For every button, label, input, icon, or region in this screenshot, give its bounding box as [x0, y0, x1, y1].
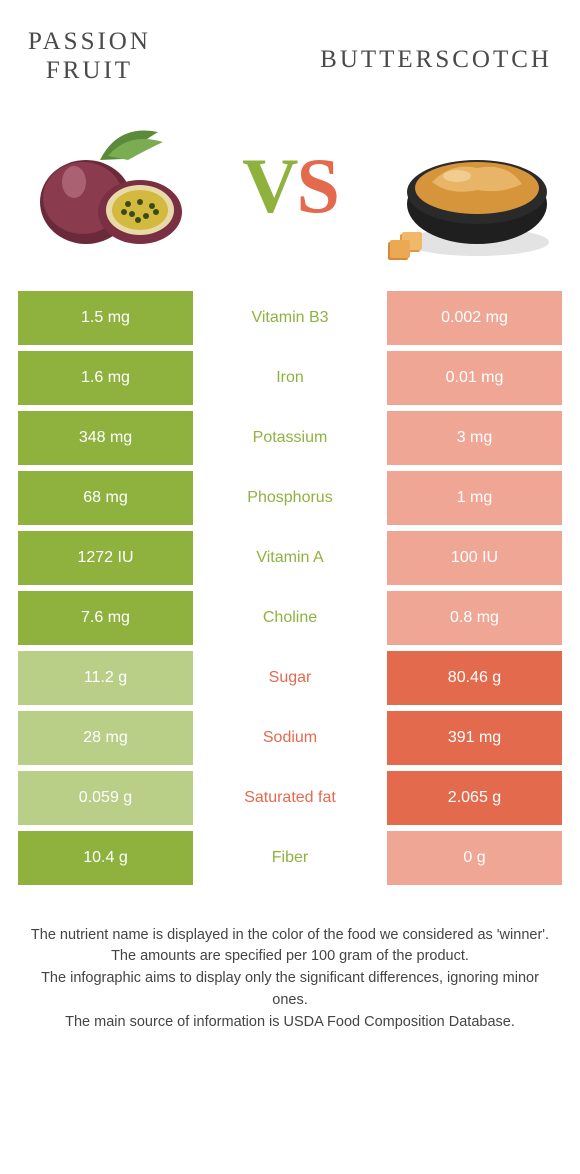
right-value: 0.8 mg	[387, 591, 562, 645]
hero-row: VS	[0, 86, 580, 291]
right-value: 1 mg	[387, 471, 562, 525]
right-value: 3 mg	[387, 411, 562, 465]
right-value: 2.065 g	[387, 771, 562, 825]
butterscotch-image	[382, 104, 552, 269]
footer-line-3: The infographic aims to display only the…	[26, 968, 554, 1012]
left-value: 1272 IU	[18, 531, 193, 585]
left-value: 0.059 g	[18, 771, 193, 825]
table-row: 1.5 mgVitamin B30.002 mg	[18, 291, 562, 345]
left-value: 348 mg	[18, 411, 193, 465]
footer-notes: The nutrient name is displayed in the co…	[0, 891, 580, 1034]
nutrient-name: Sugar	[193, 651, 387, 705]
table-row: 28 mgSodium391 mg	[18, 711, 562, 765]
nutrient-name: Saturated fat	[193, 771, 387, 825]
left-value: 68 mg	[18, 471, 193, 525]
right-value: 391 mg	[387, 711, 562, 765]
footer-line-2: The amounts are specified per 100 gram o…	[26, 946, 554, 968]
table-row: 7.6 mgCholine0.8 mg	[18, 591, 562, 645]
nutrient-name: Choline	[193, 591, 387, 645]
title-left-line1: PASSION	[28, 28, 151, 57]
table-row: 1.6 mgIron0.01 mg	[18, 351, 562, 405]
table-row: 1272 IUVitamin A100 IU	[18, 531, 562, 585]
nutrient-name: Vitamin B3	[193, 291, 387, 345]
table-row: 348 mgPotassium3 mg	[18, 411, 562, 465]
left-value: 28 mg	[18, 711, 193, 765]
left-value: 7.6 mg	[18, 591, 193, 645]
right-value: 100 IU	[387, 531, 562, 585]
header: PASSION FRUIT BUTTERSCOTCH	[0, 0, 580, 86]
table-row: 68 mgPhosphorus1 mg	[18, 471, 562, 525]
nutrient-name: Fiber	[193, 831, 387, 885]
comparison-table: 1.5 mgVitamin B30.002 mg 1.6 mgIron0.01 m…	[0, 291, 580, 885]
nutrient-name: Potassium	[193, 411, 387, 465]
footer-line-1: The nutrient name is displayed in the co…	[26, 925, 554, 947]
footer-line-4: The main source of information is USDA F…	[26, 1012, 554, 1034]
title-right: BUTTERSCOTCH	[320, 46, 552, 74]
nutrient-name: Iron	[193, 351, 387, 405]
vs-s: S	[296, 141, 337, 231]
nutrient-name: Sodium	[193, 711, 387, 765]
passion-fruit-image	[28, 104, 198, 269]
vs-v: V	[242, 141, 296, 231]
right-value: 0.01 mg	[387, 351, 562, 405]
left-value: 11.2 g	[18, 651, 193, 705]
table-row: 10.4 gFiber0 g	[18, 831, 562, 885]
title-left: PASSION FRUIT	[28, 28, 151, 86]
left-value: 1.6 mg	[18, 351, 193, 405]
right-value: 0 g	[387, 831, 562, 885]
nutrient-name: Phosphorus	[193, 471, 387, 525]
left-value: 10.4 g	[18, 831, 193, 885]
left-value: 1.5 mg	[18, 291, 193, 345]
nutrient-name: Vitamin A	[193, 531, 387, 585]
right-value: 0.002 mg	[387, 291, 562, 345]
table-row: 0.059 gSaturated fat2.065 g	[18, 771, 562, 825]
vs-label: VS	[242, 141, 338, 231]
right-value: 80.46 g	[387, 651, 562, 705]
title-left-line2: FRUIT	[28, 57, 151, 86]
table-row: 11.2 gSugar80.46 g	[18, 651, 562, 705]
